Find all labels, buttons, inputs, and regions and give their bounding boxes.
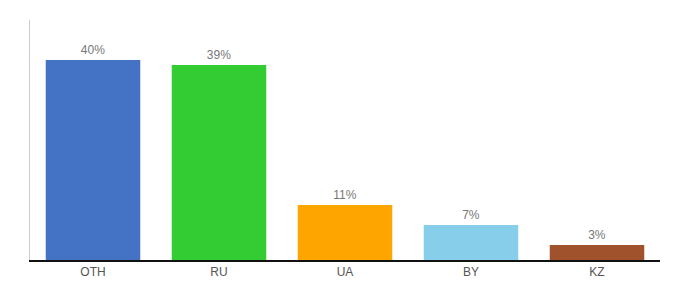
svg-text:40%: 40% [81, 43, 105, 57]
svg-text:39%: 39% [207, 48, 231, 62]
svg-text:RU: RU [210, 265, 227, 279]
svg-text:11%: 11% [333, 188, 356, 202]
svg-text:OTH: OTH [80, 265, 105, 279]
svg-text:3%: 3% [588, 228, 606, 242]
svg-text:7%: 7% [462, 208, 480, 222]
svg-text:BY: BY [463, 265, 479, 279]
svg-text:UA: UA [337, 265, 354, 279]
svg-text:KZ: KZ [589, 265, 604, 279]
